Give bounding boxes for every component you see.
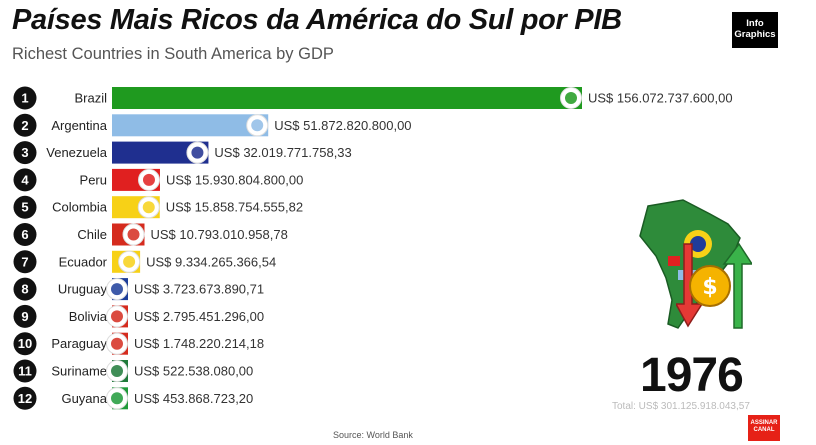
rank-badge bbox=[13, 86, 37, 110]
rank-badge bbox=[13, 250, 37, 274]
country-label: Argentina bbox=[51, 118, 107, 133]
country-label: Venezuela bbox=[46, 145, 107, 160]
rank-number: 3 bbox=[21, 145, 28, 160]
rank-badge bbox=[13, 113, 37, 137]
value-label: US$ 453.868.723,20 bbox=[134, 391, 253, 406]
flag-emblem bbox=[111, 283, 123, 296]
flag-emblem bbox=[111, 392, 123, 405]
rank-badge bbox=[13, 277, 37, 301]
bar-row: 2 Argentina US$ 51.872.820.800,00 bbox=[13, 113, 412, 137]
value-label: US$ 15.858.754.555,82 bbox=[166, 200, 303, 215]
bar-row: 11 Suriname US$ 522.538.080,00 bbox=[13, 359, 253, 383]
flag-emblem bbox=[251, 119, 264, 132]
rank-number: 7 bbox=[21, 254, 28, 269]
rank-number: 2 bbox=[21, 118, 28, 133]
bar-row: 8 Uruguay US$ 3.723.673.890,71 bbox=[13, 277, 264, 301]
country-label: Chile bbox=[77, 227, 107, 242]
bar bbox=[112, 87, 582, 109]
chart-title: Países Mais Ricos da América do Sul por … bbox=[12, 4, 622, 36]
flag-emblem bbox=[123, 255, 136, 268]
country-label: Suriname bbox=[51, 364, 107, 379]
value-label: US$ 51.872.820.800,00 bbox=[274, 118, 411, 133]
rank-number: 4 bbox=[21, 172, 29, 187]
flag-emblem bbox=[142, 201, 155, 214]
flag-emblem bbox=[111, 365, 123, 377]
rank-number: 12 bbox=[18, 391, 32, 406]
rank-number: 1 bbox=[21, 91, 28, 106]
bar-row: 3 Venezuela US$ 32.019.771.758,33 bbox=[13, 141, 352, 165]
bar bbox=[112, 141, 209, 164]
rank-badge bbox=[13, 359, 37, 383]
country-label: Colombia bbox=[52, 200, 108, 215]
country-label: Paraguay bbox=[51, 336, 107, 351]
rank-badge bbox=[13, 386, 37, 410]
rank-badge bbox=[13, 332, 37, 356]
bar bbox=[112, 114, 269, 137]
country-label: Uruguay bbox=[58, 282, 108, 297]
flag-emblem bbox=[111, 337, 123, 350]
rank-badge bbox=[13, 195, 37, 219]
bar-row: 10 Paraguay US$ 1.748.220.214,18 bbox=[13, 332, 264, 356]
subscribe-badge[interactable]: ASSINAR CANAL bbox=[748, 415, 780, 441]
rank-number: 5 bbox=[21, 200, 28, 215]
year-label: 1976 bbox=[640, 349, 744, 402]
rank-badge bbox=[13, 141, 37, 165]
flag-emblem bbox=[127, 228, 140, 241]
bar-row: 1 Brazil US$ 156.072.737.600,00 bbox=[13, 86, 733, 110]
value-label: US$ 2.795.451.296,00 bbox=[134, 309, 264, 324]
value-label: US$ 10.793.010.958,78 bbox=[151, 227, 288, 242]
svg-text:$: $ bbox=[702, 275, 717, 300]
bar-row: 5 Colombia US$ 15.858.754.555,82 bbox=[13, 195, 303, 219]
country-label: Ecuador bbox=[59, 254, 108, 269]
rank-badge bbox=[13, 223, 37, 246]
subscribe-badge-line-1: ASSINAR bbox=[750, 420, 778, 426]
source-label: Source: World Bank bbox=[333, 430, 413, 440]
rank-badge bbox=[13, 304, 37, 328]
value-label: US$ 15.930.804.800,00 bbox=[166, 172, 303, 187]
logo-line-2: Graphics bbox=[734, 29, 776, 40]
country-label: Guyana bbox=[61, 391, 107, 406]
value-label: US$ 522.538.080,00 bbox=[134, 364, 253, 379]
coin-growth-icon: $ bbox=[676, 242, 752, 329]
subscribe-badge-line-2: CANAL bbox=[753, 427, 775, 433]
bar-row: 7 Ecuador US$ 9.334.265.366,54 bbox=[13, 250, 276, 274]
value-label: US$ 32.019.771.758,33 bbox=[214, 145, 351, 160]
logo-line-1: Info bbox=[746, 18, 764, 29]
rank-number: 11 bbox=[18, 364, 32, 379]
flag-emblem bbox=[191, 146, 204, 159]
rank-number: 9 bbox=[21, 309, 28, 324]
value-label: US$ 9.334.265.366,54 bbox=[146, 254, 276, 269]
flag-emblem bbox=[111, 310, 123, 323]
bar-row: 6 Chile US$ 10.793.010.958,78 bbox=[13, 223, 288, 246]
flag-emblem bbox=[565, 92, 577, 104]
bar-row: 4 Peru US$ 15.930.804.800,00 bbox=[13, 168, 303, 192]
bar-row: 9 Bolivia US$ 2.795.451.296,00 bbox=[13, 304, 264, 328]
rank-number: 10 bbox=[18, 336, 32, 351]
value-label: US$ 1.748.220.214,18 bbox=[134, 336, 264, 351]
rank-number: 6 bbox=[21, 227, 28, 242]
infographics-logo: Info Graphics bbox=[732, 12, 778, 48]
rank-badge bbox=[13, 168, 37, 192]
rank-number: 8 bbox=[21, 282, 28, 297]
country-label: Bolivia bbox=[69, 309, 108, 324]
country-label: Brazil bbox=[74, 91, 107, 106]
bar-row: 12 Guyana US$ 453.868.723,20 bbox=[13, 386, 253, 410]
country-label: Peru bbox=[80, 172, 107, 187]
value-label: US$ 3.723.673.890,71 bbox=[134, 282, 264, 297]
total-gdp-label: Total: US$ 301.125.918.043,57 bbox=[612, 401, 750, 412]
value-label: US$ 156.072.737.600,00 bbox=[588, 91, 733, 106]
chart-subtitle: Richest Countries in South America by GD… bbox=[12, 45, 334, 63]
flag-emblem bbox=[142, 173, 155, 186]
